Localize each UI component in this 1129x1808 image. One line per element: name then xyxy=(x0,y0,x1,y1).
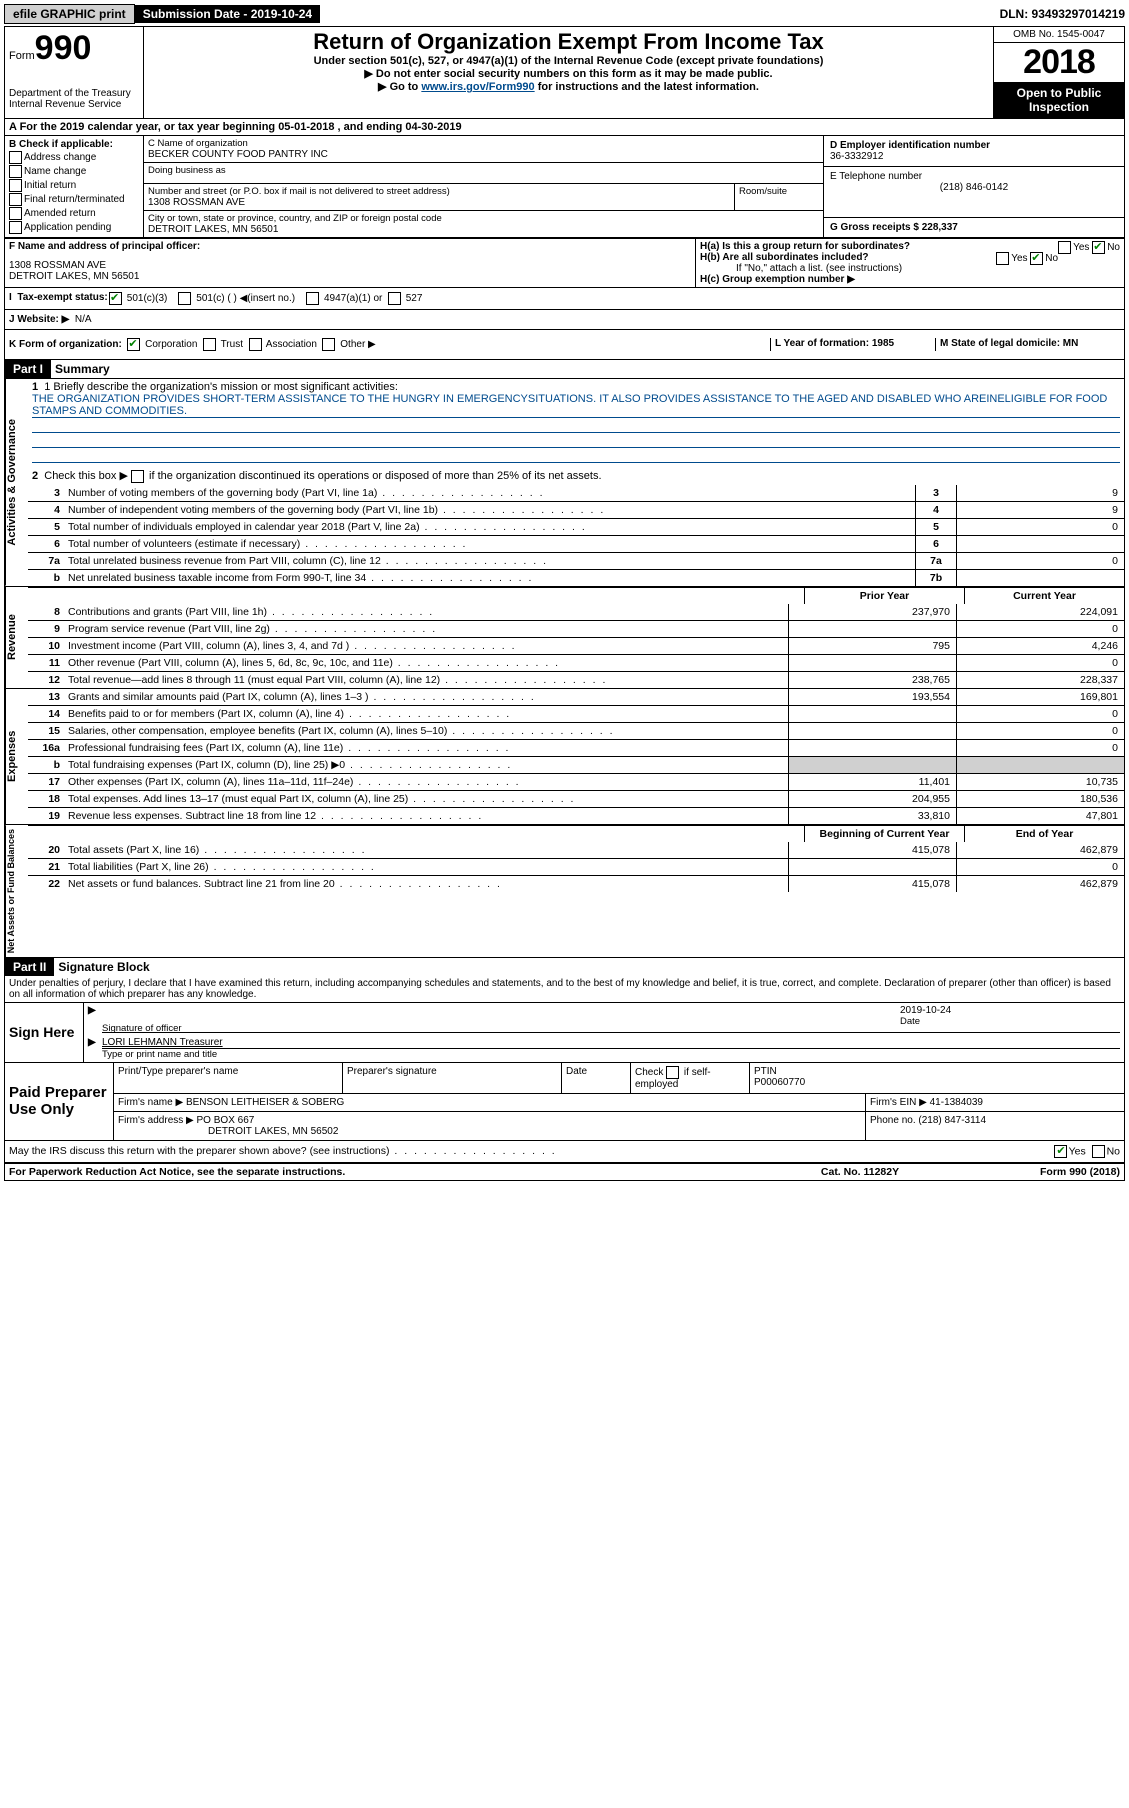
part-ii-header: Part II xyxy=(5,958,54,976)
section-b: B Check if applicable: Address change Na… xyxy=(5,136,144,237)
org-address: 1308 ROSSMAN AVE xyxy=(148,197,730,208)
korg-other[interactable] xyxy=(322,338,335,351)
year-formation: L Year of formation: 1985 xyxy=(770,338,935,351)
gross-receipts: G Gross receipts $ 228,337 xyxy=(830,222,1118,233)
sign-here-label: Sign Here xyxy=(5,1003,84,1062)
form-id-box: Form990 Department of the Treasury Inter… xyxy=(5,27,144,118)
ha-no[interactable] xyxy=(1092,241,1105,254)
discuss-yes[interactable] xyxy=(1054,1145,1067,1158)
q2-check[interactable] xyxy=(131,470,144,483)
side-netassets: Net Assets or Fund Balances xyxy=(5,825,28,957)
self-employed-check[interactable] xyxy=(666,1066,679,1079)
ein: 36-3332912 xyxy=(830,151,1118,162)
phone: (218) 846-0142 xyxy=(830,182,1118,193)
side-expenses: Expenses xyxy=(5,689,28,824)
firm-addr1: PO BOX 667 xyxy=(197,1115,255,1126)
check-final-return[interactable] xyxy=(9,193,22,206)
check-app-pending[interactable] xyxy=(9,221,22,234)
year-box: OMB No. 1545-0047 2018 Open to Public In… xyxy=(993,27,1124,118)
hb-no[interactable] xyxy=(1030,252,1043,265)
ptin: P00060770 xyxy=(754,1077,805,1088)
side-governance: Activities & Governance xyxy=(5,379,28,586)
org-name: BECKER COUNTY FOOD PANTRY INC xyxy=(148,149,819,160)
status-4947[interactable] xyxy=(306,292,319,305)
firm-addr2: DETROIT LAKES, MN 56502 xyxy=(118,1126,861,1137)
korg-trust[interactable] xyxy=(203,338,216,351)
check-name-change[interactable] xyxy=(9,165,22,178)
dln: DLN: 93493297014219 xyxy=(1000,7,1125,21)
tax-year-line: A For the 2019 calendar year, or tax yea… xyxy=(5,119,1124,136)
hb-yes[interactable] xyxy=(996,252,1009,265)
check-address-change[interactable] xyxy=(9,151,22,164)
check-initial-return[interactable] xyxy=(9,179,22,192)
mission-text: THE ORGANIZATION PROVIDES SHORT-TERM ASS… xyxy=(32,393,1120,418)
instructions-link[interactable]: www.irs.gov/Form990 xyxy=(421,81,534,93)
firm-phone: (218) 847-3114 xyxy=(918,1115,986,1126)
submission-date: Submission Date - 2019-10-24 xyxy=(135,5,320,23)
prior-year-header: Prior Year xyxy=(804,588,964,604)
perjury-declaration: Under penalties of perjury, I declare th… xyxy=(5,976,1124,1003)
begin-year-header: Beginning of Current Year xyxy=(804,826,964,842)
part-i-header: Part I xyxy=(5,360,51,378)
korg-assoc[interactable] xyxy=(249,338,262,351)
form-title-box: Return of Organization Exempt From Incom… xyxy=(144,27,993,118)
paid-preparer-label: Paid Preparer Use Only xyxy=(5,1063,114,1140)
state-domicile: M State of legal domicile: MN xyxy=(935,338,1120,351)
firm-name: BENSON LEITHEISER & SOBERG xyxy=(186,1097,344,1108)
discuss-no[interactable] xyxy=(1092,1145,1105,1158)
efile-btn[interactable]: efile GRAPHIC print xyxy=(4,4,135,24)
end-year-header: End of Year xyxy=(964,826,1124,842)
status-501c3[interactable] xyxy=(109,292,122,305)
status-527[interactable] xyxy=(388,292,401,305)
firm-ein: 41-1384039 xyxy=(930,1097,983,1108)
cat-no: Cat. No. 11282Y xyxy=(760,1166,960,1178)
form-title: Return of Organization Exempt From Incom… xyxy=(148,29,989,55)
current-year-header: Current Year xyxy=(964,588,1124,604)
paperwork-notice: For Paperwork Reduction Act Notice, see … xyxy=(9,1166,760,1178)
website: N/A xyxy=(75,314,92,325)
status-501c[interactable] xyxy=(178,292,191,305)
officer-name: LORI LEHMANN Treasurer xyxy=(102,1037,1120,1048)
korg-corp[interactable] xyxy=(127,338,140,351)
sign-date: 2019-10-24 xyxy=(900,1005,1120,1016)
check-amended[interactable] xyxy=(9,207,22,220)
org-city: DETROIT LAKES, MN 56501 xyxy=(148,224,819,235)
side-revenue: Revenue xyxy=(5,587,28,688)
ha-yes[interactable] xyxy=(1058,241,1071,254)
form-footer: Form 990 (2018) xyxy=(960,1166,1120,1178)
